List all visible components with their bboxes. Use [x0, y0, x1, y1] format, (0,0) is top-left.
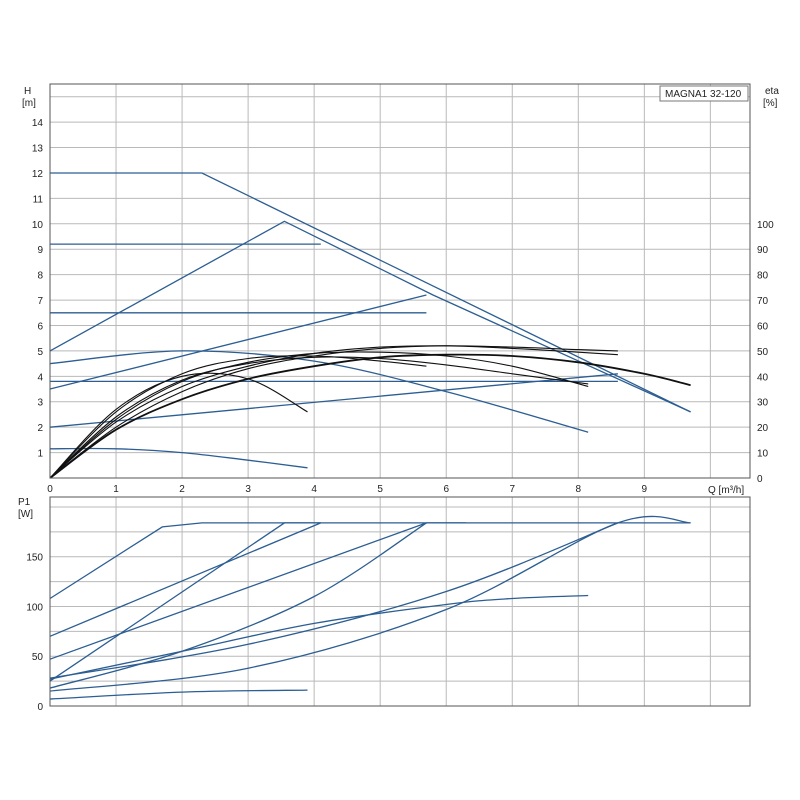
upper-plot-frame	[49, 83, 751, 479]
y-tick-label-p1: 100	[26, 602, 43, 613]
power-curve	[49, 594, 589, 680]
y2-tick-label-eta: 100	[757, 220, 774, 231]
x-tick-label: 6	[443, 484, 449, 495]
eta-curve	[49, 351, 589, 479]
y-tick-label-h: 12	[32, 169, 44, 180]
y-axis-unit-h: [m]	[22, 98, 36, 109]
eta-curve	[49, 372, 308, 479]
y2-axis-label-eta: eta	[765, 86, 779, 97]
y-tick-label-h: 2	[37, 423, 43, 434]
x-tick-label: 4	[311, 484, 317, 495]
y2-tick-label-eta: 10	[757, 449, 769, 460]
y2-tick-label-eta: 0	[757, 474, 763, 485]
y2-tick-label-eta: 90	[757, 245, 769, 256]
y-tick-label-h: 4	[37, 372, 43, 383]
y-tick-label-h: 14	[32, 118, 44, 129]
power-curve	[49, 522, 619, 679]
lower-grid	[50, 497, 750, 706]
y-tick-label-p1: 150	[26, 553, 43, 564]
y-tick-label-h: 8	[37, 271, 43, 282]
y2-tick-label-eta: 30	[757, 398, 769, 409]
qh-curve	[49, 373, 618, 428]
y-axis-unit-p1: [W]	[18, 509, 33, 520]
y-tick-label-h: 7	[37, 296, 43, 307]
y2-tick-label-eta: 70	[757, 296, 769, 307]
power-curve	[49, 689, 308, 700]
y2-tick-label-eta: 20	[757, 423, 769, 434]
x-tick-label: 3	[245, 484, 251, 495]
upper-grid	[50, 84, 750, 478]
x-tick-label: 1	[113, 484, 119, 495]
y2-axis-unit-eta: [%]	[763, 98, 778, 109]
x-axis-label-q: Q [m³/h]	[708, 485, 744, 496]
y-tick-label-h: 6	[37, 321, 43, 332]
y-axis-label-h: H	[24, 86, 31, 97]
y-tick-label-h: 9	[37, 245, 43, 256]
chart-title: MAGNA1 32-120	[665, 89, 742, 100]
qh-curve	[49, 220, 691, 413]
power-curve	[49, 522, 691, 600]
x-tick-label: 5	[377, 484, 383, 495]
y2-tick-label-eta: 80	[757, 271, 769, 282]
y2-tick-label-eta: 40	[757, 372, 769, 383]
power-curve	[49, 522, 427, 689]
y-tick-label-h: 13	[32, 144, 44, 155]
y-axis-label-p1: P1	[18, 497, 31, 508]
y-tick-label-h: 11	[33, 194, 44, 205]
eta-curve	[49, 345, 618, 479]
eta-curve	[49, 353, 691, 479]
efficiency-curves	[49, 345, 691, 479]
power-curve	[49, 522, 321, 682]
x-tick-label: 8	[576, 484, 582, 495]
eta-curve	[49, 355, 427, 479]
y-tick-label-h: 5	[37, 347, 43, 358]
qh-curve	[50, 172, 691, 413]
y2-tick-label-eta: 60	[757, 321, 769, 332]
eta-curve	[49, 356, 589, 479]
y-tick-label-h: 1	[37, 449, 43, 460]
lower-plot-frame	[49, 496, 751, 707]
x-tick-label: 9	[642, 484, 648, 495]
x-tick-label: 0	[47, 484, 53, 495]
power-curves	[49, 515, 691, 700]
qh-curve	[49, 294, 427, 390]
qh-curve	[49, 350, 589, 433]
qh-curve	[49, 447, 308, 469]
y-tick-label-p1: 0	[37, 702, 43, 713]
power-curve	[49, 522, 322, 637]
y-tick-label-h: 10	[32, 220, 44, 231]
x-tick-label: 2	[179, 484, 185, 495]
title-box	[659, 85, 749, 102]
tick-labels: 0 1 2 3 4 5 6 7 8 9123456789101112131401020304050…	[26, 118, 774, 713]
x-tick-label: 7	[509, 484, 515, 495]
power-curve	[49, 515, 691, 692]
y-tick-label-p1: 50	[32, 652, 44, 663]
eta-curve	[49, 345, 618, 479]
y-tick-label-h: 3	[37, 398, 43, 409]
qh-curves	[49, 172, 691, 469]
y2-tick-label-eta: 50	[757, 347, 769, 358]
